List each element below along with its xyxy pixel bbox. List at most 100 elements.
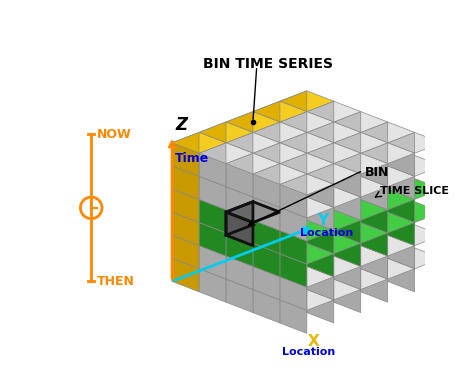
Polygon shape: [307, 191, 334, 225]
Polygon shape: [334, 279, 361, 313]
Polygon shape: [334, 178, 388, 200]
Polygon shape: [226, 202, 253, 235]
Polygon shape: [226, 246, 280, 266]
Polygon shape: [361, 237, 388, 271]
Text: THEN: THEN: [97, 275, 135, 288]
Polygon shape: [334, 204, 388, 225]
Polygon shape: [226, 156, 280, 176]
Polygon shape: [307, 237, 334, 271]
Polygon shape: [280, 183, 334, 204]
Polygon shape: [172, 235, 199, 268]
Polygon shape: [226, 145, 253, 178]
Polygon shape: [307, 166, 334, 200]
Polygon shape: [280, 266, 307, 300]
Polygon shape: [361, 145, 388, 178]
Polygon shape: [226, 112, 280, 132]
Polygon shape: [334, 237, 361, 271]
Polygon shape: [307, 158, 334, 191]
Polygon shape: [226, 191, 253, 225]
Polygon shape: [199, 258, 226, 292]
Polygon shape: [334, 158, 388, 178]
Polygon shape: [199, 212, 253, 233]
Polygon shape: [307, 124, 334, 158]
Polygon shape: [199, 258, 253, 279]
Polygon shape: [226, 178, 280, 200]
Polygon shape: [307, 243, 334, 277]
Polygon shape: [307, 143, 334, 176]
Polygon shape: [226, 202, 280, 222]
Polygon shape: [226, 135, 280, 156]
Polygon shape: [253, 147, 307, 168]
Polygon shape: [253, 290, 280, 323]
Polygon shape: [334, 158, 361, 191]
Polygon shape: [361, 191, 388, 225]
Polygon shape: [280, 114, 307, 147]
Polygon shape: [334, 258, 361, 292]
Polygon shape: [280, 290, 334, 310]
Polygon shape: [280, 176, 334, 197]
Polygon shape: [199, 202, 226, 235]
Polygon shape: [334, 235, 361, 268]
Polygon shape: [199, 237, 253, 258]
Polygon shape: [172, 202, 199, 235]
Polygon shape: [361, 248, 388, 281]
Polygon shape: [280, 124, 307, 158]
Polygon shape: [253, 225, 280, 258]
Polygon shape: [361, 258, 415, 279]
Polygon shape: [334, 132, 361, 166]
Polygon shape: [280, 212, 307, 246]
Polygon shape: [226, 158, 253, 191]
Polygon shape: [334, 222, 388, 243]
Polygon shape: [199, 200, 226, 233]
Polygon shape: [361, 189, 388, 222]
Polygon shape: [280, 137, 334, 158]
Polygon shape: [280, 248, 307, 281]
Polygon shape: [280, 279, 307, 313]
Polygon shape: [199, 189, 253, 210]
Polygon shape: [199, 235, 226, 268]
Polygon shape: [307, 145, 334, 178]
Polygon shape: [280, 178, 334, 200]
Polygon shape: [280, 200, 334, 220]
Polygon shape: [307, 268, 334, 302]
Text: TIME SLICE: TIME SLICE: [380, 186, 449, 196]
Polygon shape: [361, 122, 388, 156]
Polygon shape: [253, 171, 280, 204]
Polygon shape: [307, 122, 361, 143]
Polygon shape: [199, 214, 253, 235]
Polygon shape: [253, 217, 307, 237]
Polygon shape: [199, 246, 226, 279]
Polygon shape: [280, 243, 334, 264]
Polygon shape: [280, 222, 334, 243]
Polygon shape: [334, 189, 361, 222]
Polygon shape: [253, 212, 307, 233]
Polygon shape: [280, 91, 334, 112]
Polygon shape: [199, 189, 226, 222]
Text: Time: Time: [175, 152, 210, 165]
Polygon shape: [172, 132, 226, 153]
Polygon shape: [199, 222, 226, 256]
Polygon shape: [280, 237, 307, 271]
Polygon shape: [199, 132, 226, 166]
Polygon shape: [334, 191, 361, 225]
Polygon shape: [361, 214, 415, 235]
Polygon shape: [334, 246, 388, 266]
Polygon shape: [280, 200, 307, 233]
Polygon shape: [307, 189, 334, 222]
Polygon shape: [280, 132, 307, 166]
Polygon shape: [253, 191, 280, 225]
Polygon shape: [334, 248, 388, 268]
Polygon shape: [253, 101, 307, 122]
Polygon shape: [253, 174, 280, 207]
Polygon shape: [334, 227, 361, 261]
Text: Location: Location: [300, 228, 353, 237]
Polygon shape: [280, 258, 307, 292]
Polygon shape: [226, 214, 253, 248]
Polygon shape: [334, 112, 388, 132]
Polygon shape: [226, 222, 253, 256]
Polygon shape: [226, 202, 253, 235]
Polygon shape: [334, 268, 361, 302]
Polygon shape: [253, 194, 307, 214]
Polygon shape: [361, 143, 415, 164]
Polygon shape: [226, 204, 253, 237]
